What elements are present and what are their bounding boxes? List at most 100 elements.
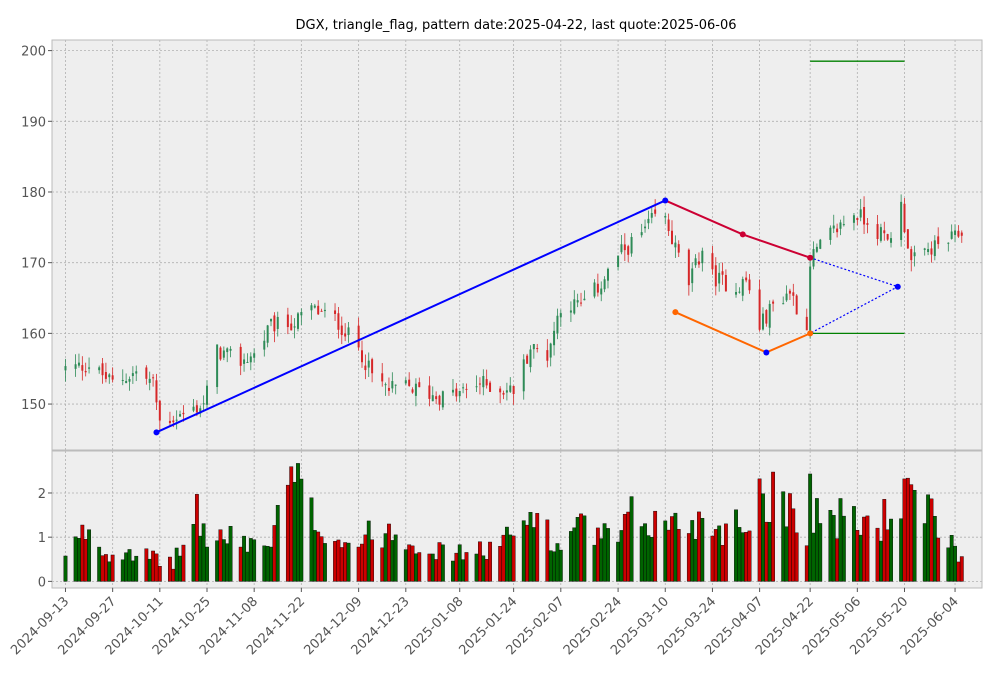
volume-bar xyxy=(794,532,799,582)
volume-bar xyxy=(740,532,745,582)
volume-bar xyxy=(269,546,273,582)
volume-bar xyxy=(879,540,883,582)
volume-bar xyxy=(764,521,769,582)
candle-body xyxy=(512,385,515,394)
price-y-tick-label: 190 xyxy=(21,115,46,130)
volume-bar xyxy=(201,523,206,582)
candle-body xyxy=(933,240,936,257)
candle-body xyxy=(549,343,552,358)
candle-body xyxy=(384,384,387,386)
volume-bar xyxy=(154,553,159,582)
volume-bar xyxy=(666,529,671,582)
volume-bar xyxy=(343,542,348,582)
volume-bar xyxy=(521,520,526,582)
candle-body xyxy=(74,364,77,369)
candle-body xyxy=(923,248,926,250)
volume-bar xyxy=(309,497,314,582)
candle-body xyxy=(694,258,697,266)
candle-body xyxy=(458,390,461,397)
candle-body xyxy=(600,288,603,295)
volume-bar xyxy=(97,546,102,582)
volume-bar xyxy=(248,538,253,582)
volume-bar xyxy=(296,463,300,582)
volume-bar xyxy=(380,547,385,582)
volume-bar xyxy=(936,537,941,582)
candle-body xyxy=(344,333,347,337)
volume-bar xyxy=(835,538,840,582)
candle-body xyxy=(273,315,276,332)
candle-body xyxy=(832,225,835,229)
volume-bar xyxy=(312,530,317,582)
candle-body xyxy=(630,236,633,254)
volume-bar xyxy=(912,490,917,582)
volume-bar xyxy=(198,535,203,582)
volume-bar xyxy=(252,539,257,582)
candle-body xyxy=(84,370,87,373)
candle-body xyxy=(573,299,576,314)
candle-body xyxy=(249,356,252,363)
volume-bar xyxy=(289,466,294,582)
volume-bar xyxy=(737,527,742,582)
volume-bar xyxy=(504,526,509,582)
candle-body xyxy=(960,232,963,236)
candle-body xyxy=(772,301,775,304)
volume-bar xyxy=(771,471,775,582)
volume-bar xyxy=(717,525,722,582)
volume-bar xyxy=(575,517,580,582)
candle-body xyxy=(317,305,320,315)
candle-body xyxy=(913,252,916,257)
candle-body xyxy=(536,348,539,350)
candle-body xyxy=(852,215,855,223)
candle-body xyxy=(253,353,256,358)
volume-bar xyxy=(356,546,361,582)
candle-body xyxy=(158,400,161,421)
candle-body xyxy=(381,373,384,382)
volume-bar xyxy=(531,527,536,582)
volume-bar xyxy=(885,529,890,582)
volume-bar xyxy=(157,566,162,582)
pattern-point xyxy=(807,254,814,261)
volume-bar xyxy=(673,512,678,582)
volume-bar xyxy=(292,481,297,582)
volume-bar xyxy=(107,561,112,582)
volume-bar xyxy=(265,545,270,582)
volume-bar xyxy=(902,478,907,582)
volume-bar xyxy=(218,529,223,582)
volume-bar xyxy=(403,549,408,582)
volume-bar xyxy=(275,505,280,582)
candle-body xyxy=(475,386,478,388)
candle-body xyxy=(222,350,225,358)
pattern-point xyxy=(153,429,160,436)
candle-body xyxy=(735,291,738,295)
candle-body xyxy=(623,244,626,251)
volume-bar xyxy=(535,513,540,582)
candle-body xyxy=(104,372,107,379)
candle-body xyxy=(795,295,798,315)
candle-body xyxy=(404,380,407,384)
volume-bar xyxy=(316,531,321,582)
candle-body xyxy=(526,355,529,364)
candle-body xyxy=(502,392,505,395)
volume-bar xyxy=(363,534,368,582)
volume-bar xyxy=(120,559,125,582)
volume-bar xyxy=(953,545,957,582)
pattern-point xyxy=(763,349,770,356)
volume-bar xyxy=(434,559,439,582)
candle-body xyxy=(438,395,441,405)
candle-body xyxy=(627,246,630,255)
volume-bar xyxy=(865,515,870,582)
volume-bar xyxy=(555,543,560,582)
candle-body xyxy=(671,230,673,245)
candle-body xyxy=(293,326,296,328)
candle-body xyxy=(394,384,397,386)
candle-body xyxy=(677,244,680,253)
pattern-point xyxy=(894,283,901,290)
candlestick-series xyxy=(64,194,963,432)
candle-body xyxy=(947,242,950,244)
candle-body xyxy=(64,366,67,371)
candle-body xyxy=(135,371,138,374)
candle-body xyxy=(606,268,609,281)
volume-panel: 0 1 2 xyxy=(38,450,983,590)
volume-bar xyxy=(417,552,422,582)
candle-body xyxy=(711,253,714,270)
